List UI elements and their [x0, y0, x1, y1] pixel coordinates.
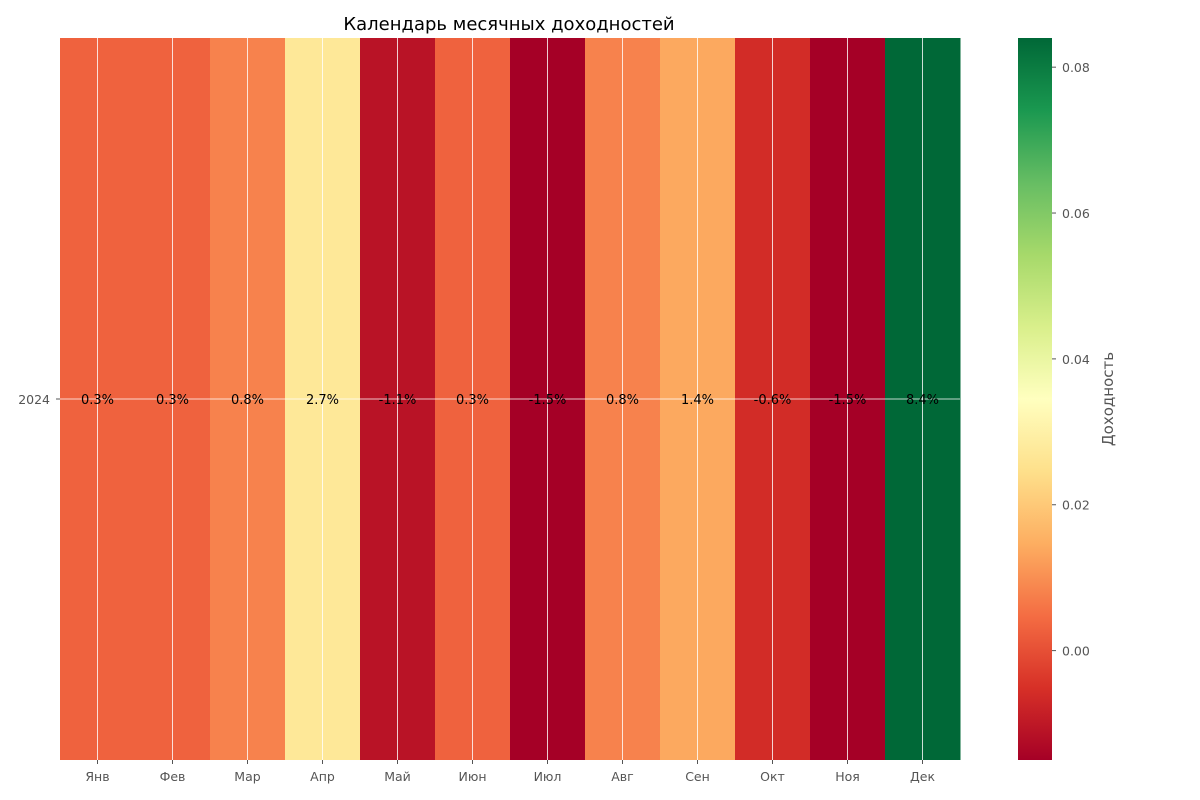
x-tick-label: Авг: [611, 769, 634, 784]
cell-value-label: -0.6%: [754, 393, 792, 408]
colorbar-tick-label: 0.06: [1062, 206, 1090, 221]
cell-value-label: 0.3%: [156, 393, 189, 408]
heatmap-grid: [60, 38, 960, 760]
cell-value-label: 1.4%: [681, 393, 714, 408]
y-tick-label: 2024: [18, 392, 50, 407]
x-tick-label: Окт: [760, 769, 785, 784]
colorbar: 0.00 0.02 0.04 0.06 0.08 Доходность: [1018, 38, 1117, 760]
cell-value-label: 0.3%: [456, 393, 489, 408]
cell-value-label: 0.8%: [606, 393, 639, 408]
colorbar-tick-label: 0.02: [1062, 498, 1090, 513]
x-tick-label: Июн: [458, 769, 486, 784]
x-tick-label: Мар: [234, 769, 260, 784]
x-axis: Янв Фев Мар Апр Май Июн Июл Авг Сен Окт Ноя Дек: [85, 760, 935, 784]
cell-value-label: -1.5%: [829, 393, 867, 408]
colorbar-gradient: [1018, 38, 1052, 760]
x-tick-label: Янв: [85, 769, 109, 784]
x-tick-label: Май: [384, 769, 411, 784]
colorbar-tick-label: 0.08: [1062, 60, 1090, 75]
x-tick-label: Апр: [310, 769, 335, 784]
cell-value-label: -1.1%: [379, 393, 417, 408]
cell-value-label: 0.3%: [81, 393, 114, 408]
cell-value-label: 0.8%: [231, 393, 264, 408]
cell-labels: 0.3% 0.3% 0.8% 2.7% -1.1% 0.3% -1.5% 0.8% 1.4% -0…: [81, 393, 939, 408]
y-axis: 2024: [18, 392, 60, 407]
chart-title: Календарь месячных доходностей: [343, 14, 674, 35]
colorbar-tick-label: 0.04: [1062, 352, 1090, 367]
x-tick-label: Июл: [534, 769, 562, 784]
x-tick-label: Дек: [910, 769, 935, 784]
colorbar-label: Доходность: [1099, 352, 1117, 446]
x-tick-label: Фев: [160, 769, 186, 784]
x-tick-label: Ноя: [835, 769, 860, 784]
cell-value-label: 2.7%: [306, 393, 339, 408]
colorbar-tick-label: 0.00: [1062, 644, 1090, 659]
cell-value-label: -1.5%: [529, 393, 567, 408]
x-tick-label: Сен: [685, 769, 710, 784]
cell-value-label: 8.4%: [906, 393, 939, 408]
colorbar-ticks: 0.00 0.02 0.04 0.06 0.08: [1052, 60, 1090, 659]
